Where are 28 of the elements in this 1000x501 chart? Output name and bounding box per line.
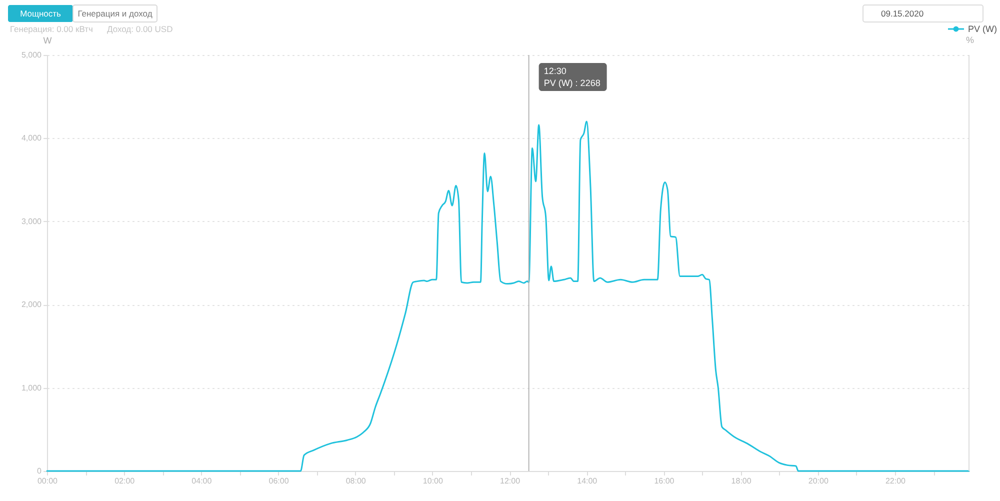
y-tick-label: 3,000 bbox=[21, 216, 42, 226]
x-tick-label: 04:00 bbox=[192, 476, 212, 486]
x-tick-label: 20:00 bbox=[808, 476, 829, 486]
legend-label: PV (W) bbox=[968, 24, 997, 34]
x-tick-label: 02:00 bbox=[114, 476, 136, 486]
x-tick-label: 10:00 bbox=[422, 476, 444, 486]
x-tick-label: 22:00 bbox=[885, 476, 906, 486]
x-tick-label: 06:00 bbox=[268, 476, 290, 486]
y-axis-title: W bbox=[43, 36, 52, 46]
x-tick-label: 16:00 bbox=[654, 476, 675, 486]
x-tick-label: 00:00 bbox=[37, 476, 58, 486]
x-tick-label: 12:00 bbox=[500, 476, 521, 486]
text: Мощность bbox=[20, 8, 62, 18]
text: Генерация: 0.00 кВтч bbox=[10, 24, 93, 34]
y-tick-label: 4,000 bbox=[21, 134, 42, 143]
y-tick-label: 2,000 bbox=[21, 300, 42, 310]
x-tick-label: 18:00 bbox=[731, 476, 752, 486]
x-tick-label: 08:00 bbox=[346, 476, 366, 486]
annotation: PV (W) : 2268 bbox=[544, 78, 600, 88]
ref-line-label: 12:30 bbox=[544, 66, 566, 76]
y2-axis-title: % bbox=[966, 35, 974, 45]
text: Генерация и доход bbox=[78, 8, 152, 18]
text: Доход: 0.00 USD bbox=[107, 24, 173, 34]
text: 09.15.2020 bbox=[881, 8, 924, 18]
y-tick-label: 5,000 bbox=[21, 50, 42, 60]
y-tick-label: 1,000 bbox=[21, 383, 42, 392]
x-tick-label: 14:00 bbox=[577, 476, 598, 486]
y-tick-label: 0 bbox=[37, 466, 42, 476]
